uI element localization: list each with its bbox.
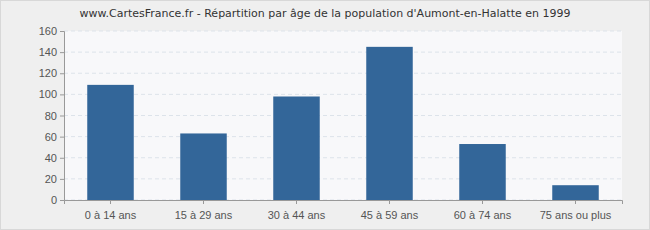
tick: 0 [51,194,64,206]
tick: 120 [39,67,64,79]
x-axis: 0 à 14 ans 15 à 29 ans 30 à 44 ans 45 à 59 … [65,200,623,221]
tick-label: 0 [51,194,57,206]
plot: 0 20 40 60 80 100 120 140 160 0 à 14 ans 15 à 29 a… [39,25,623,221]
tick-label: 45 à 59 ans [361,209,419,221]
tick-mark [575,200,576,204]
bar [273,96,320,200]
chart: www.CartesFrance.fr - Répartition par âg… [0,0,650,230]
tick: 160 [39,25,64,37]
tick: 0 à 14 ans [85,200,137,221]
bars [87,47,599,200]
tick-mark [296,200,297,204]
tick-label: 120 [39,67,57,79]
tick-mark [60,116,64,117]
axis-line [60,32,65,201]
tick: 60 [45,131,64,143]
tick-label: 40 [45,152,57,164]
tick-mark [110,200,111,204]
tick-mark [60,158,64,159]
tick: 15 à 29 ans [175,200,233,221]
grid-line [64,115,622,116]
tick-label: 0 à 14 ans [85,209,137,221]
tick-mark [60,52,64,53]
plot-area [64,31,622,200]
tick-label: 20 [45,173,57,185]
bar [366,47,413,200]
tick-label: 30 à 44 ans [268,209,326,221]
bar [180,133,227,200]
grid [64,31,622,200]
grid-line [64,31,622,32]
grid-line [64,94,622,95]
tick-mark [60,73,64,74]
axis-line [65,201,623,205]
tick: 100 [39,88,64,100]
tick-label: 160 [39,25,57,37]
bar [459,144,506,200]
title: www.CartesFrance.fr - Répartition par âg… [80,7,571,20]
bar [87,85,134,200]
tick-label: 80 [45,110,57,122]
tick-mark [60,31,64,32]
tick-mark [60,200,64,201]
y-axis: 0 20 40 60 80 100 120 140 160 [39,25,65,206]
tick-label: 15 à 29 ans [175,209,233,221]
background [1,1,650,230]
tick: 60 à 74 ans [454,200,512,221]
tick-label: 75 ans ou plus [540,209,612,221]
tick-label: 140 [39,46,57,58]
grid-line [64,73,622,74]
tick-label: 100 [39,88,57,100]
tick-mark [60,137,64,138]
tick-mark [389,200,390,204]
tick: 45 à 59 ans [361,200,419,221]
grid-line [64,178,622,179]
tick: 30 à 44 ans [268,200,326,221]
tick-mark [482,200,483,204]
tick-mark [60,94,64,95]
tick: 40 [45,152,64,164]
tick-label: 60 à 74 ans [454,209,512,221]
tick-label: 60 [45,131,57,143]
tick-mark [203,200,204,204]
tick: 80 [45,110,64,122]
tick-mark [60,179,64,180]
grid-line [64,157,622,158]
tick: 20 [45,173,64,185]
tick: 140 [39,46,64,58]
bar [552,185,599,200]
grid-line [64,52,622,53]
grid-line [64,136,622,137]
tick: 75 ans ou plus [540,200,612,221]
